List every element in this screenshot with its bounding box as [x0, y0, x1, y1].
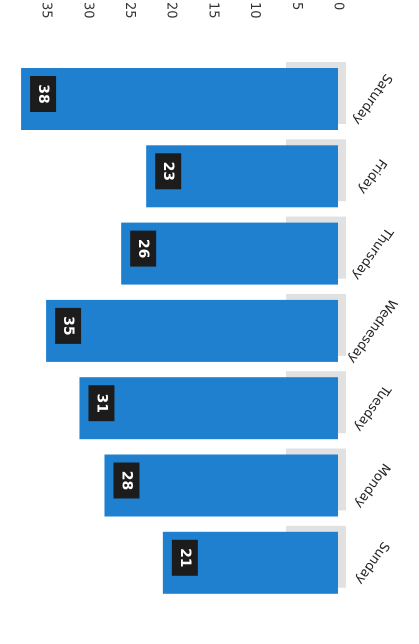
data-label: 38 [35, 84, 51, 103]
tick-label: 0 [331, 2, 346, 10]
value-axis: 35 30 25 20 15 10 5 0 [39, 2, 346, 19]
data-label-box [155, 153, 182, 190]
category-label: Saturday [349, 71, 395, 128]
data-label: 28 [118, 471, 134, 490]
data-label: 21 [177, 548, 193, 567]
bar-wednesday [46, 299, 338, 362]
bar-saturday [21, 68, 339, 130]
data-label: 31 [93, 393, 109, 412]
data-label: 26 [135, 239, 151, 258]
tick-label: 30 [80, 2, 95, 19]
data-labels: 38 23 26 35 31 28 21 [30, 76, 198, 576]
category-axis: Saturday Friday Thursday Wednesday Tuesday Mo… [344, 71, 400, 588]
data-label-box [88, 385, 115, 422]
data-label: 35 [60, 316, 76, 335]
tick-label: 15 [205, 2, 220, 19]
tick-label: 5 [289, 2, 304, 10]
category-label: Monday [351, 460, 393, 511]
data-label-box [171, 539, 198, 576]
category-label: Tuesday [351, 381, 394, 434]
category-label: Sunday [352, 539, 392, 588]
data-label-box [113, 462, 140, 499]
tick-label: 20 [164, 2, 179, 19]
category-label: Thursday [348, 224, 396, 283]
data-label-box [55, 307, 82, 344]
category-label: Wednesday [344, 296, 400, 367]
data-label: 23 [160, 162, 176, 181]
bar-tuesday [79, 377, 339, 440]
tick-label: 25 [122, 2, 137, 19]
tick-label: 10 [247, 2, 262, 19]
bar-monday [104, 454, 338, 517]
category-label: Friday [354, 156, 389, 197]
data-label-box [30, 76, 57, 112]
tick-label: 35 [39, 2, 54, 19]
bar-thursday [121, 222, 338, 285]
data-label-box [130, 230, 157, 267]
